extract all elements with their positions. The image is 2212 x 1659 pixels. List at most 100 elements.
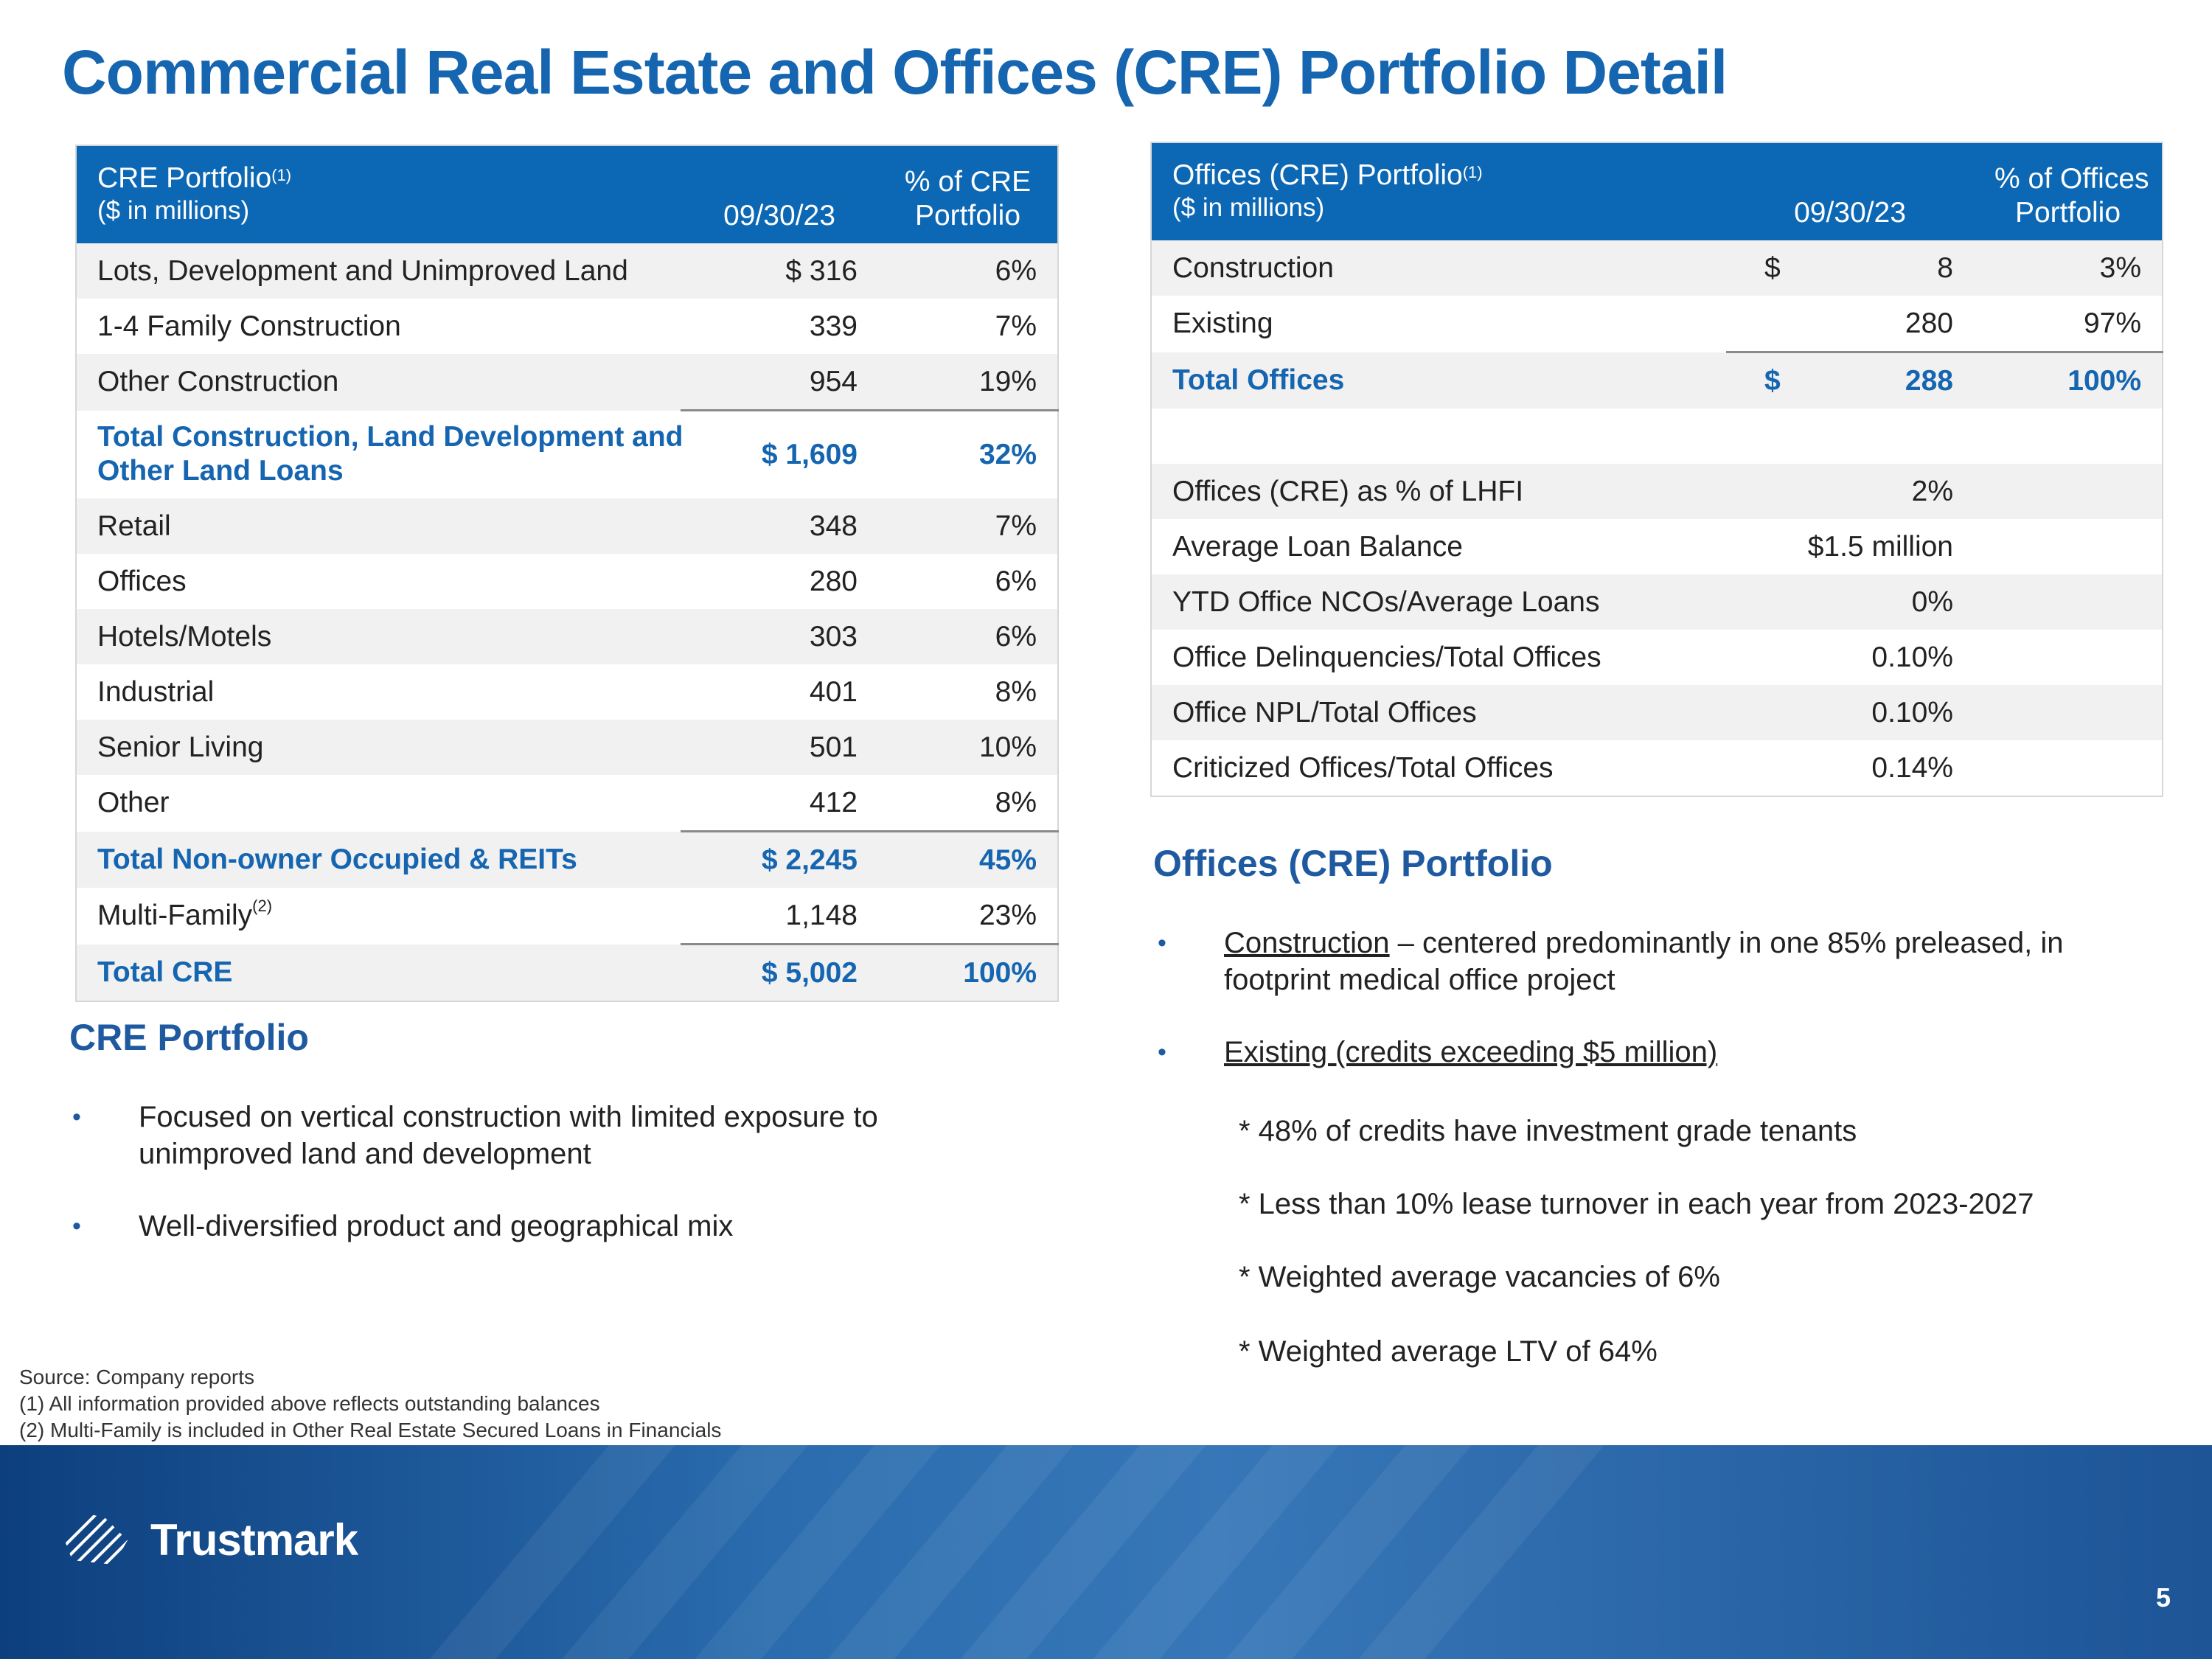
row-value: 501: [681, 720, 878, 775]
row-value: 348: [681, 498, 878, 554]
row-label: Lots, Development and Unimproved Land: [76, 243, 681, 299]
row-pct: 8%: [878, 775, 1058, 832]
row-label: YTD Office NCOs/Average Loans: [1151, 574, 1726, 630]
row-pct: 8%: [878, 664, 1058, 720]
row-value: $ 2,245: [681, 830, 878, 888]
total-row: Total CRE $ 5,002 100%: [76, 943, 1058, 1001]
cre-table-title: CRE Portfolio: [97, 162, 272, 194]
row-label: Other Construction: [76, 354, 681, 411]
table-row: Hotels/Motels 303 6%: [76, 609, 1058, 664]
trustmark-logo-icon: [65, 1514, 136, 1565]
offices-portfolio-bullets: • Construction – centered predominantly …: [1158, 925, 2183, 1071]
row-label: Offices (CRE) as % of LHFI: [1151, 464, 1726, 519]
cre-table-subtitle: ($ in millions): [97, 196, 250, 225]
cre-col-pct-line1: % of CRE: [904, 166, 1032, 198]
row-value: 0.10%: [1726, 630, 1974, 685]
row-value: 339: [681, 299, 878, 354]
row-label: Hotels/Motels: [76, 609, 681, 664]
row-value: 1,148: [681, 888, 878, 945]
row-value: 280: [1726, 296, 1974, 352]
row-pct: 10%: [878, 720, 1058, 775]
footer-band: Trustmark 5: [0, 1445, 2212, 1659]
row-pct: 23%: [878, 888, 1058, 945]
row-label: Existing: [1151, 296, 1726, 352]
table-row: Offices 280 6%: [76, 554, 1058, 609]
sub-item: * Less than 10% lease turnover in each y…: [1239, 1188, 2034, 1220]
row-pct: 19%: [878, 354, 1058, 411]
footnote-marker: (1): [271, 166, 292, 184]
spacer-row: [1151, 408, 2163, 464]
cre-col-pct-line2: Portfolio: [914, 200, 1021, 232]
row-pct-empty: [1974, 519, 2163, 574]
table-row: Retail 348 7%: [76, 498, 1058, 554]
row-label: Total Offices: [1151, 352, 1726, 408]
footnote-line: (1) All information provided above refle…: [19, 1392, 600, 1415]
list-item: • Focused on vertical construction with …: [72, 1099, 987, 1172]
row-label-line1: Total Construction, Land Development and: [97, 421, 684, 453]
list-item: • Construction – centered predominantly …: [1158, 925, 2183, 998]
table-row: Office Delinquencies/Total Offices 0.10%: [1151, 630, 2163, 685]
row-value: 2%: [1726, 464, 1974, 519]
offices-col-pct-line1: % of Offices: [1994, 163, 2149, 195]
sub-item: * 48% of credits have investment grade t…: [1239, 1115, 1857, 1147]
table-row: Criticized Offices/Total Offices 0.14%: [1151, 740, 2163, 796]
table-row: Construction $8 3%: [1151, 240, 2163, 296]
underlined-term: Existing (credits exceeding $5 million): [1224, 1036, 1718, 1068]
row-pct-empty: [1974, 630, 2163, 685]
total-row: Total Construction, Land Development and…: [76, 409, 1058, 498]
page-title: Commercial Real Estate and Offices (CRE)…: [62, 38, 1728, 107]
row-label: Other: [76, 775, 681, 832]
offices-col-date: 09/30/23: [1726, 142, 1974, 240]
row-pct: 6%: [878, 609, 1058, 664]
row-value: 0.14%: [1726, 740, 1974, 796]
row-label: 1-4 Family Construction: [76, 299, 681, 354]
row-pct: 100%: [1974, 351, 2163, 408]
row-value: 401: [681, 664, 878, 720]
trustmark-logo: Trustmark: [62, 1512, 358, 1568]
row-label: Retail: [76, 498, 681, 554]
footnote-line: (2) Multi-Family is included in Other Re…: [19, 1419, 722, 1441]
row-pct: 3%: [1974, 240, 2163, 296]
bullet-icon: •: [1158, 929, 1166, 957]
row-label: Total CRE: [76, 944, 681, 1001]
row-pct: 32%: [878, 409, 1058, 498]
row-label: Multi-Family(2): [76, 888, 681, 945]
row-pct: 100%: [878, 943, 1058, 1001]
cre-table-title-cell: CRE Portfolio(1) ($ in millions): [76, 145, 681, 243]
row-value: [1726, 408, 1974, 464]
row-label: Construction: [1151, 240, 1726, 296]
row-pct-empty: [1974, 574, 2163, 630]
row-label: Industrial: [76, 664, 681, 720]
bullet-text-rest: – centered predominantly in one 85% prel…: [1389, 927, 2064, 959]
row-pct: 6%: [878, 243, 1058, 299]
row-label: Offices: [76, 554, 681, 609]
row-label: Senior Living: [76, 720, 681, 775]
bullet-text-line1: Well-diversified product and geographica…: [139, 1210, 734, 1242]
row-value: $8: [1726, 240, 1974, 296]
table-header-row: Offices (CRE) Portfolio(1) ($ in million…: [1151, 142, 2163, 240]
row-value: 0.10%: [1726, 685, 1974, 740]
bullet-icon: •: [72, 1212, 81, 1240]
list-item: • Existing (credits exceeding $5 million…: [1158, 1034, 2183, 1071]
bullet-text-line1: Construction – centered predominantly in…: [1224, 925, 2183, 961]
row-pct-empty: [1974, 740, 2163, 796]
table-row: Existing 280 97%: [1151, 296, 2163, 352]
row-pct: 97%: [1974, 296, 2163, 352]
bullet-icon: •: [72, 1103, 81, 1131]
row-label: Office Delinquencies/Total Offices: [1151, 630, 1726, 685]
offices-table-title: Offices (CRE) Portfolio: [1172, 159, 1463, 191]
table-row: Multi-Family(2) 1,148 23%: [76, 888, 1058, 945]
row-pct: 6%: [878, 554, 1058, 609]
dollar-sign: $: [1764, 364, 1781, 397]
row-value: 0%: [1726, 574, 1974, 630]
row-value: $ 1,609: [681, 409, 878, 498]
row-pct-empty: [1974, 685, 2163, 740]
table-row: YTD Office NCOs/Average Loans 0%: [1151, 574, 2163, 630]
row-amount: 8: [1937, 251, 1953, 284]
footnote-marker: (2): [252, 897, 273, 916]
footnote-marker: (1): [1462, 163, 1483, 181]
row-value: 280: [681, 554, 878, 609]
dollar-sign: $: [1764, 251, 1781, 284]
row-value: 303: [681, 609, 878, 664]
row-label: Average Loan Balance: [1151, 519, 1726, 574]
